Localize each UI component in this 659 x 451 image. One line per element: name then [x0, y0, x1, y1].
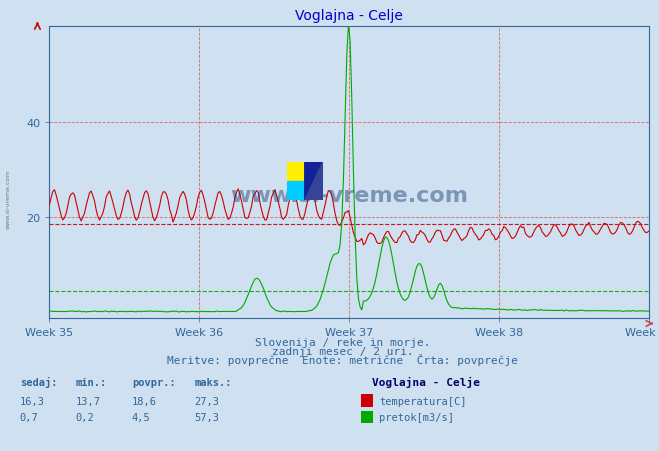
Text: 27,3: 27,3 [194, 396, 219, 405]
Text: 4,5: 4,5 [132, 412, 150, 422]
Text: 18,6: 18,6 [132, 396, 157, 405]
Text: Voglajna - Celje: Voglajna - Celje [372, 377, 480, 387]
Text: www.si-vreme.com: www.si-vreme.com [5, 169, 11, 228]
Text: 0,7: 0,7 [20, 412, 38, 422]
Text: Slovenija / reke in morje.: Slovenija / reke in morje. [255, 337, 430, 347]
Text: zadnji mesec / 2 uri.: zadnji mesec / 2 uri. [272, 346, 414, 356]
Bar [287, 162, 304, 181]
Text: 0,2: 0,2 [76, 412, 94, 422]
Text: temperatura[C]: temperatura[C] [379, 396, 467, 405]
Text: sedaj:: sedaj: [20, 377, 57, 387]
Polygon shape [304, 162, 323, 201]
Text: Meritve: povprečne  Enote: metrične  Črta: povprečje: Meritve: povprečne Enote: metrične Črta:… [167, 353, 518, 365]
Polygon shape [304, 162, 323, 201]
Title: Voglajna - Celje: Voglajna - Celje [295, 9, 403, 23]
Text: pretok[m3/s]: pretok[m3/s] [379, 412, 454, 422]
Text: min.:: min.: [76, 377, 107, 387]
Bar [304, 162, 323, 201]
Text: 57,3: 57,3 [194, 412, 219, 422]
Bar [287, 181, 304, 201]
Text: www.si-vreme.com: www.si-vreme.com [230, 186, 469, 206]
Text: povpr.:: povpr.: [132, 377, 175, 387]
Text: 13,7: 13,7 [76, 396, 101, 405]
Text: 16,3: 16,3 [20, 396, 45, 405]
Text: maks.:: maks.: [194, 377, 232, 387]
